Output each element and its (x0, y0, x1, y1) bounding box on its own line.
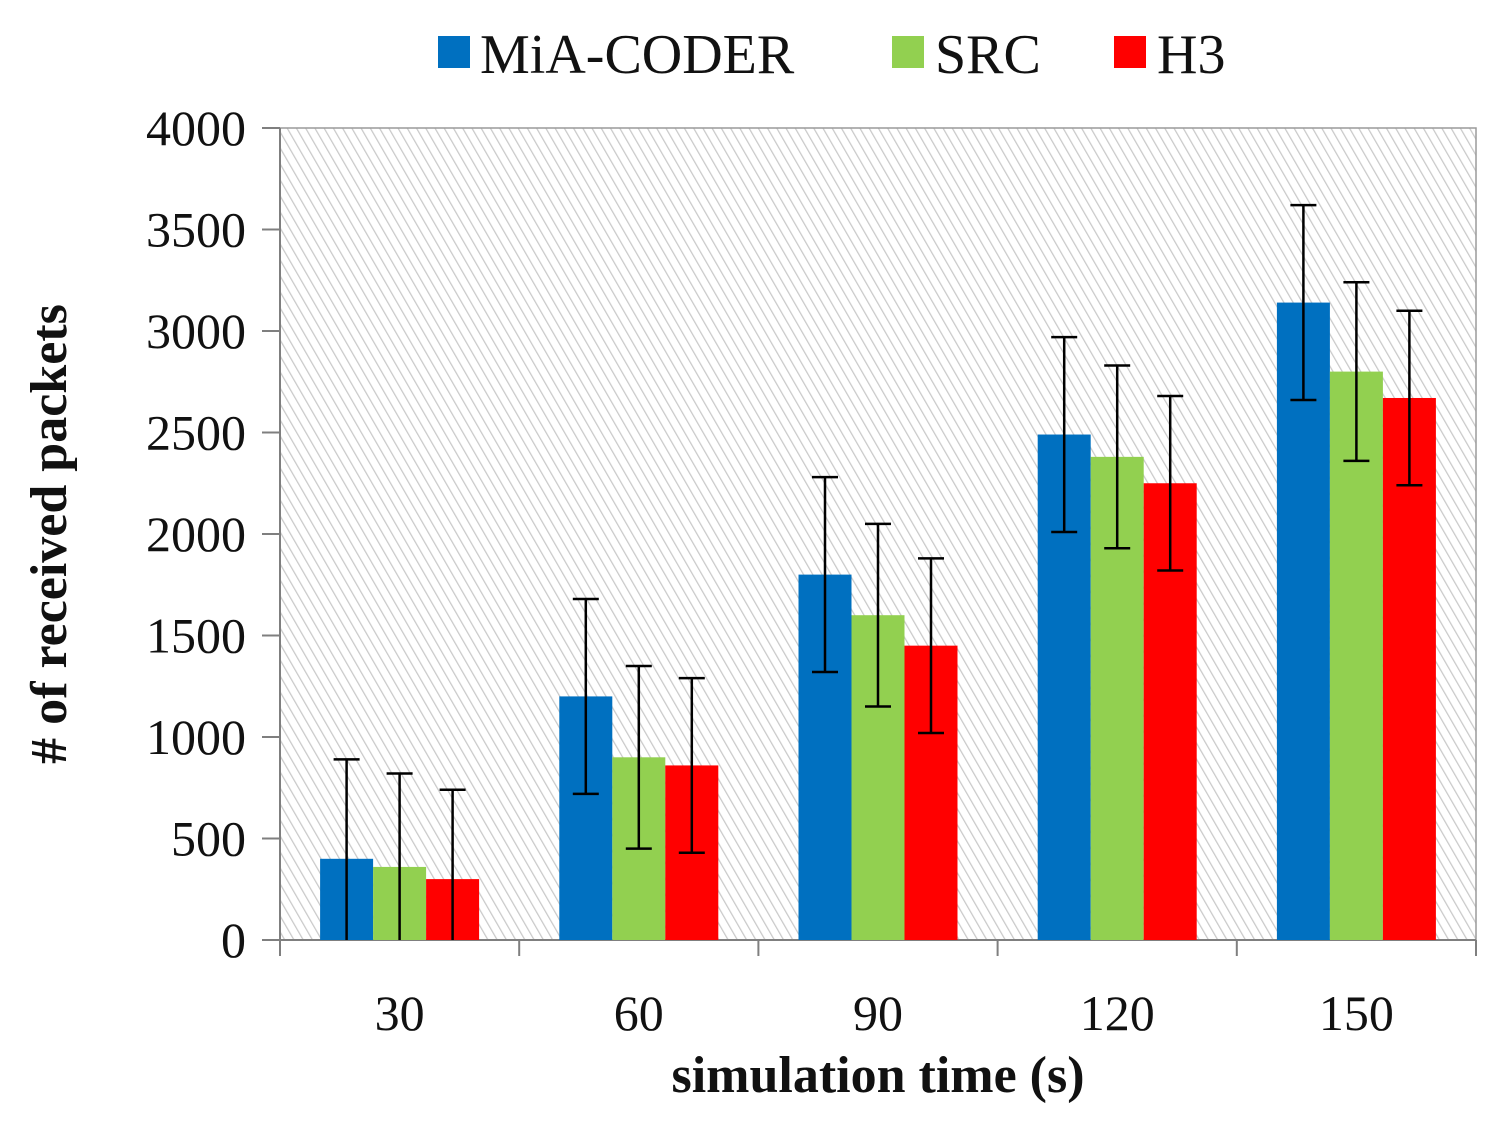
bar (1329, 371, 1383, 941)
legend-label: H3 (1157, 24, 1225, 86)
y-tick-label: 0 (221, 912, 246, 968)
legend-label: SRC (935, 24, 1041, 86)
y-axis: 0 500 1000 1500 2000 2500 3000 3500 4000 (146, 100, 281, 968)
legend: MiA-CODER SRC H3 (438, 24, 1225, 86)
error-bars-group (333, 203, 1423, 940)
y-tick-label: 2000 (146, 506, 246, 562)
legend-swatch (438, 36, 470, 68)
x-tick-label: 150 (1319, 985, 1394, 1041)
x-tick-label: 120 (1080, 985, 1155, 1041)
x-axis: 30 60 90 120 150 (279, 939, 1477, 1041)
y-tick-label: 2500 (146, 405, 246, 461)
x-tick-label: 30 (375, 985, 425, 1041)
y-tick-label: 3500 (146, 202, 246, 258)
x-tick-label: 60 (614, 985, 664, 1041)
bar (1382, 397, 1436, 940)
x-tick-label: 90 (853, 985, 903, 1041)
y-tick-label: 1500 (146, 608, 246, 664)
y-tick-label: 4000 (146, 100, 246, 156)
y-tick-label: 500 (171, 811, 246, 867)
legend-swatch (1114, 36, 1146, 68)
legend-label: MiA-CODER (480, 24, 795, 86)
y-tick-label: 3000 (146, 303, 246, 359)
legend-swatch (892, 36, 924, 68)
bar (1276, 302, 1330, 941)
x-axis-title: simulation time (s) (671, 1047, 1084, 1104)
y-axis-title: # of received packets (21, 304, 78, 764)
y-tick-label: 1000 (146, 709, 246, 765)
